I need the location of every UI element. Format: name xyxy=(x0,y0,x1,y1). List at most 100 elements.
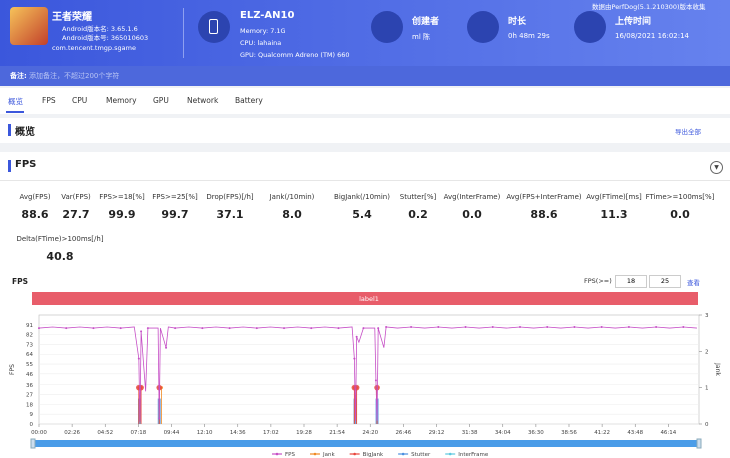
stat-label: Avg(FPS+InterFrame) xyxy=(506,193,582,201)
stat-label: Stutter[%] xyxy=(399,193,437,201)
zoom-slider xyxy=(33,440,699,447)
stat-label: Var(FPS) xyxy=(61,193,91,201)
stat-label: BigJank(/10min) xyxy=(334,193,390,201)
legend-swatch-dot xyxy=(353,452,356,456)
y-tick-label: 73 xyxy=(26,342,33,348)
series-point xyxy=(119,327,122,330)
fps-title: FPS xyxy=(15,159,37,170)
series-point xyxy=(355,335,358,338)
gpu: GPU: Qualcomm Adreno (TM) 660 xyxy=(240,51,350,59)
series-point xyxy=(92,327,95,330)
duration-icon xyxy=(467,11,499,43)
tab[interactable]: CPU xyxy=(72,96,88,105)
overview-title: 概览 xyxy=(15,127,35,138)
series-point xyxy=(201,327,204,330)
series-point xyxy=(600,325,603,328)
x-tick-label: 14:36 xyxy=(230,430,246,436)
y-tick-label: 9 xyxy=(30,412,34,418)
stat-label: Avg(FPS) xyxy=(19,193,51,201)
tab[interactable]: Network xyxy=(187,96,219,105)
legend-label: Stutter xyxy=(411,452,431,458)
legend-label: InterFrame xyxy=(458,452,489,458)
x-tick-label: 38:56 xyxy=(561,430,577,436)
remark-label: 备注: xyxy=(10,72,27,80)
threshold-input[interactable]: 18 xyxy=(615,275,647,288)
series-point xyxy=(491,325,494,328)
stat-value: 5.4 xyxy=(352,208,372,221)
stat-value: 0.0 xyxy=(462,208,482,221)
stat-label: FPS>=18[%] xyxy=(99,193,145,201)
legend-swatch-dot xyxy=(275,452,279,456)
view-button[interactable]: 查看 xyxy=(687,279,700,287)
x-tick-label: 31:38 xyxy=(462,430,478,436)
x-tick-label: 26:46 xyxy=(395,430,411,436)
legend-label: Jank xyxy=(322,452,335,458)
threshold-input[interactable]: 25 xyxy=(649,275,681,288)
stat-label: Drop(FPS)[/h] xyxy=(206,193,254,201)
memory: Memory: 7.1G xyxy=(240,27,286,35)
series-point xyxy=(283,327,286,330)
series-point xyxy=(255,327,258,330)
duration-label: 时长 xyxy=(508,17,527,27)
section-marker xyxy=(8,124,11,136)
y-tick-label: 46 xyxy=(26,372,33,378)
tab[interactable]: FPS xyxy=(42,96,56,105)
y2-tick-label: 0 xyxy=(705,422,709,428)
series-point xyxy=(137,357,140,360)
stat-label: Avg(InterFrame) xyxy=(443,193,501,201)
stat-value: 88.6 xyxy=(530,208,558,221)
stat-value: 0.2 xyxy=(408,208,428,221)
plot-frame xyxy=(38,314,700,425)
series-point xyxy=(573,325,576,328)
tab[interactable]: GPU xyxy=(153,96,169,105)
x-tick-label: 36:30 xyxy=(528,430,544,436)
x-tick-label: 19:28 xyxy=(296,430,312,436)
x-tick-label: 00:00 xyxy=(31,430,47,436)
device: ELZ-AN10 xyxy=(240,10,295,21)
separator xyxy=(0,180,730,181)
legend-swatch-dot xyxy=(448,452,452,456)
tab[interactable]: Memory xyxy=(106,96,137,105)
series-point xyxy=(158,417,161,420)
y-tick-label: 82 xyxy=(26,333,33,339)
stat-value: 8.0 xyxy=(282,208,302,221)
tab[interactable]: Battery xyxy=(235,96,263,105)
series-point xyxy=(146,327,149,330)
stat-label: Avg(FTime)[ms] xyxy=(586,193,642,201)
divider xyxy=(183,8,184,58)
series-point xyxy=(353,357,356,360)
creator-label: 创建者 xyxy=(412,17,440,27)
remark-input[interactable]: 添加备注，不超过200个字符 xyxy=(29,72,120,80)
series-point xyxy=(410,325,413,328)
y-tick-label: 64 xyxy=(26,352,33,358)
series-point xyxy=(464,325,467,328)
y-tick-label: 18 xyxy=(26,402,33,408)
tab[interactable]: 概览 xyxy=(8,97,23,106)
legend-swatch-dot xyxy=(313,452,317,456)
creator: ml 陈 xyxy=(412,33,430,41)
export-all[interactable]: 导出全部 xyxy=(675,128,701,136)
slider-handle xyxy=(696,438,702,449)
y2-tick-label: 2 xyxy=(705,349,709,355)
y-tick-label: 91 xyxy=(26,323,33,329)
y-tick-label: 27 xyxy=(26,393,33,399)
stat-value: 0.0 xyxy=(670,208,690,221)
package: com.tencent.tmgp.sgame xyxy=(52,44,136,52)
collapse-button[interactable]: ▼ xyxy=(710,161,723,174)
series-point xyxy=(228,327,231,330)
series-point xyxy=(627,325,630,328)
app-icon xyxy=(10,7,48,45)
legend-swatch-dot xyxy=(401,452,405,456)
stat-label: FTime>=100ms[%] xyxy=(645,193,715,201)
tab-underline xyxy=(6,111,24,113)
stat-value: 40.8 xyxy=(46,250,74,263)
stat-label: Jank(/10min) xyxy=(269,193,315,201)
series-point xyxy=(38,327,40,330)
header xyxy=(0,0,730,66)
creator-icon xyxy=(371,11,403,43)
stat-value: 37.1 xyxy=(216,208,244,221)
cpu: CPU: lahaina xyxy=(240,39,282,47)
version-name: Android版本名: 3.65.1.6 xyxy=(62,25,138,33)
stat-value: 99.9 xyxy=(108,208,136,221)
